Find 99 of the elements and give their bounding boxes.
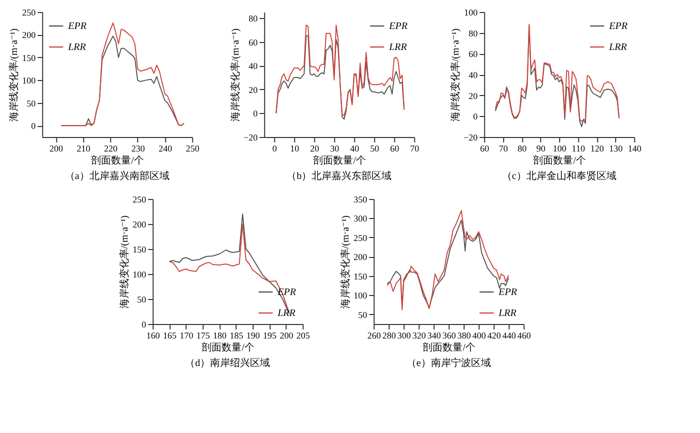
x-tick-label: 160 <box>146 330 160 340</box>
y-tick-label: 0 <box>31 121 36 132</box>
legend-label: LRR <box>498 308 516 319</box>
y-tick-label: 150 <box>354 271 368 282</box>
x-tick-label: 30 <box>330 144 340 154</box>
y-tick-label: 0 <box>253 108 258 119</box>
y-tick-label: 80 <box>468 28 478 38</box>
x-axis-title: 剖面数量/个 <box>313 154 366 166</box>
x-tick-label: 190 <box>246 330 260 340</box>
x-tick-label: 80 <box>518 144 528 154</box>
x-tick-label: 320 <box>412 330 426 340</box>
y-tick-label: 200 <box>354 252 368 262</box>
x-tick-label: 400 <box>472 330 486 340</box>
y-tick-label: 0 <box>142 320 147 330</box>
x-tick-label: 120 <box>590 144 604 154</box>
x-tick-label: 60 <box>390 144 400 154</box>
x-tick-label: 50 <box>370 144 380 154</box>
x-tick-label: 20 <box>310 144 320 154</box>
legend-label: LRR <box>67 42 86 53</box>
legend-label: EPR <box>608 21 628 32</box>
y-tick-label: 350 <box>354 194 368 204</box>
x-axis-title: 剖面数量/个 <box>422 342 476 354</box>
y-tick-label: 300 <box>354 214 368 224</box>
y-tick-label: 150 <box>22 52 36 63</box>
y-tick-label: −20 <box>244 132 258 142</box>
x-tick-label: 195 <box>263 330 278 340</box>
x-tick-label: 260 <box>367 330 382 340</box>
x-tick-label: 165 <box>163 330 178 340</box>
x-tick-label: 200 <box>50 144 64 154</box>
text: （d）南岸绍兴区域 <box>185 357 270 369</box>
y-tick-label: 20 <box>468 90 478 101</box>
x-tick-label: 230 <box>131 144 146 154</box>
x-tick-label: 140 <box>628 144 642 154</box>
x-axis-title: 剖面数量/个 <box>91 154 144 166</box>
x-tick-label: 380 <box>457 330 472 340</box>
legend-label: EPR <box>498 287 517 298</box>
x-tick-label: 250 <box>186 144 200 154</box>
y-tick-label: 40 <box>248 61 258 72</box>
x-tick-label: 60 <box>480 144 490 154</box>
x-tick-label: 0 <box>272 144 278 154</box>
x-tick-label: 460 <box>517 330 532 340</box>
x-tick-label: 185 <box>230 330 244 340</box>
x-tick-label: 360 <box>442 330 456 340</box>
x-tick-label: 110 <box>572 144 586 154</box>
y-tick-label: 250 <box>22 8 36 18</box>
y-axis-title: 海岸线变化率/(m·a⁻¹) <box>230 28 242 122</box>
x-tick-label: 90 <box>536 144 546 154</box>
text: （c）北岸金山和奉贤区域 <box>502 170 616 182</box>
y-tick-label: 150 <box>132 244 147 254</box>
x-tick-label: 280 <box>382 330 396 340</box>
x-tick-label: 10 <box>290 144 300 154</box>
y-tick-label: 50 <box>26 98 36 108</box>
y-tick-label: 100 <box>132 270 147 280</box>
legend-label: LRR <box>388 42 407 53</box>
x-tick-label: 240 <box>158 144 173 154</box>
x-tick-label: 440 <box>502 330 516 340</box>
y-tick-label: 200 <box>132 220 147 230</box>
text: （b）北岸嘉兴东部区域 <box>286 170 392 182</box>
y-tick-label: 100 <box>354 290 368 301</box>
legend-label: LRR <box>608 42 627 53</box>
y-tick-label: 80 <box>248 13 258 24</box>
y-tick-label: 0 <box>473 112 478 122</box>
y-tick-label: 100 <box>464 8 478 18</box>
y-tick-label: 40 <box>468 70 478 80</box>
y-tick-label: 50 <box>358 310 368 320</box>
legend-label: EPR <box>388 21 408 32</box>
x-tick-label: 70 <box>410 144 420 154</box>
x-tick-label: 130 <box>609 144 624 154</box>
x-axis-title: 剖面数量/个 <box>202 342 255 354</box>
y-axis-title: 海岸线变化率/(m·a⁻¹) <box>340 215 352 309</box>
y-axis-title: 海岸线变化率/(m·a⁻¹) <box>8 28 20 122</box>
x-tick-label: 200 <box>280 330 294 340</box>
y-tick-label: −20 <box>464 132 478 142</box>
legend-label: LRR <box>276 308 296 319</box>
x-tick-label: 70 <box>498 144 508 154</box>
x-tick-label: 220 <box>104 144 118 154</box>
y-tick-label: 20 <box>248 84 258 95</box>
legend-label: EPR <box>67 21 86 32</box>
text: （a）北岸嘉兴南部区域 <box>64 170 170 182</box>
text: （e）南岸宁波区域 <box>406 357 491 369</box>
x-tick-label: 205 <box>296 330 310 340</box>
y-axis-title: 海岸线变化率/(m·a⁻¹) <box>450 28 462 122</box>
y-tick-label: 50 <box>137 294 147 304</box>
y-axis-title: 海岸线变化率/(m·a⁻¹) <box>118 215 131 309</box>
x-tick-label: 180 <box>213 330 228 340</box>
x-tick-label: 175 <box>196 330 210 340</box>
y-tick-label: 60 <box>468 49 478 60</box>
x-tick-label: 300 <box>397 330 412 340</box>
x-tick-label: 100 <box>552 144 567 154</box>
x-tick-label: 210 <box>76 144 91 154</box>
y-tick-label: 250 <box>132 194 147 204</box>
x-axis-title: 剖面数量/个 <box>533 154 586 166</box>
x-tick-label: 340 <box>427 330 442 340</box>
x-tick-label: 170 <box>180 330 194 340</box>
y-tick-label: 250 <box>354 232 368 243</box>
x-tick-label: 420 <box>487 330 502 340</box>
y-tick-label: 60 <box>248 37 258 48</box>
y-tick-label: 200 <box>22 30 36 40</box>
y-tick-label: 100 <box>22 76 36 86</box>
